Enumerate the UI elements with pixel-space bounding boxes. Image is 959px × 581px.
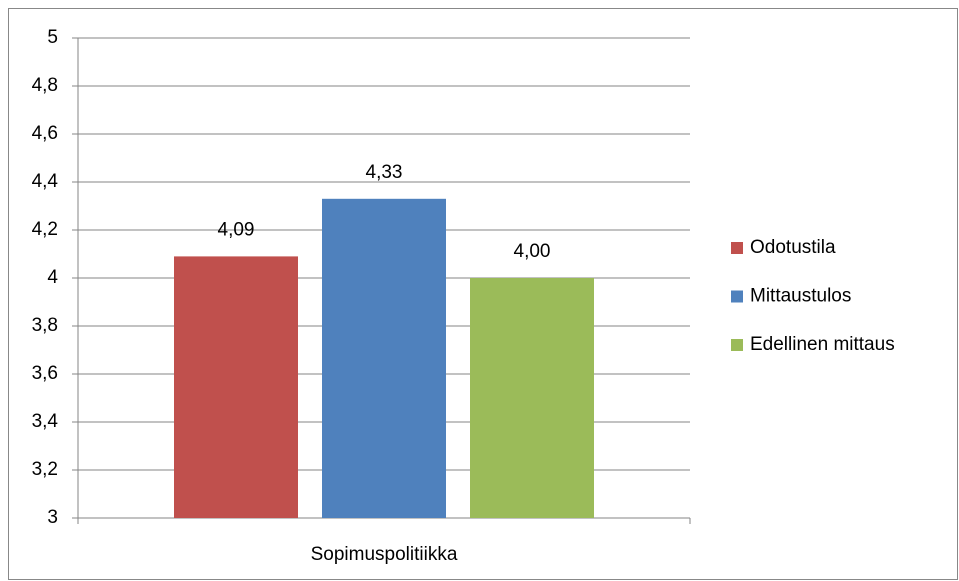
- legend-swatch: [731, 339, 743, 351]
- legend-swatch: [731, 242, 743, 254]
- y-tick-label: 3,4: [32, 411, 59, 432]
- y-tick-label: 4: [47, 267, 58, 288]
- y-tick-label: 4,2: [32, 219, 58, 240]
- y-tick-label: 5: [47, 27, 58, 48]
- legend-swatch: [731, 290, 743, 303]
- y-tick-label: 3,2: [32, 459, 58, 480]
- y-tick-label: 3,6: [32, 363, 58, 384]
- legend-label: Mittaustulos: [750, 286, 851, 307]
- x-tick-label: Sopimuspolitiikka: [311, 544, 458, 565]
- legend-label: Edellinen mittaus: [750, 334, 895, 355]
- data-label: 4,00: [514, 241, 551, 262]
- y-tick-label: 3,8: [32, 315, 58, 336]
- y-tick-label: 4,4: [32, 171, 59, 192]
- y-tick-label: 4,8: [32, 75, 58, 96]
- data-label: 4,09: [218, 219, 255, 240]
- y-tick-label: 3: [47, 507, 58, 528]
- bar: [174, 256, 298, 518]
- bar: [470, 278, 594, 518]
- legend-label: Odotustila: [750, 237, 836, 258]
- data-label: 4,33: [366, 162, 403, 183]
- bar: [322, 198, 446, 519]
- y-tick-label: 4,6: [32, 123, 58, 144]
